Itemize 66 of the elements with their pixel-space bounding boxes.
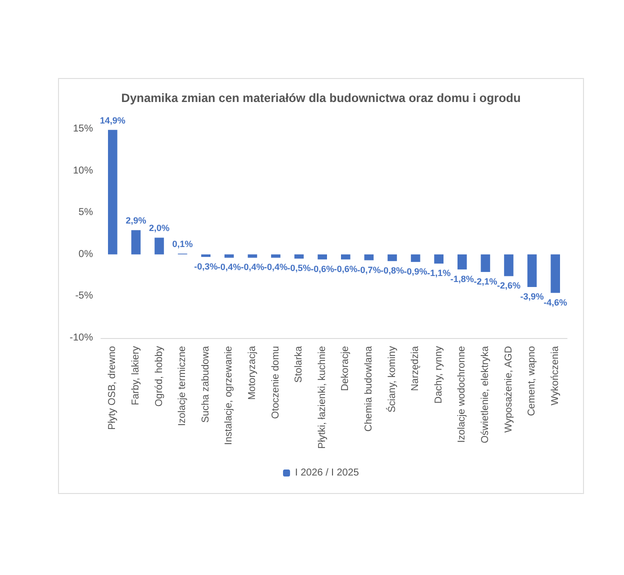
chart-title: Dynamika zmian cen materiałów dla budownictwa oraz domu i ogrodu <box>121 91 521 105</box>
data-label: -0,9% <box>404 266 428 276</box>
x-tick-label: Narzędzia <box>410 346 422 392</box>
y-tick-label: 15% <box>72 124 94 134</box>
bar <box>131 230 141 254</box>
x-tick-label: Stolarka <box>294 346 305 383</box>
x-tick-label: Chemia budowlana <box>363 346 374 432</box>
data-label: 2,9% <box>126 216 146 226</box>
bar <box>271 254 280 258</box>
x-tick-label: Wykończenia <box>550 346 561 406</box>
bar <box>388 254 397 262</box>
bar <box>340 254 350 260</box>
x-tick-label: Sucha zabudowa <box>200 346 212 423</box>
data-label: 0,1% <box>172 239 193 250</box>
y-tick-label: -5% <box>75 290 94 302</box>
bar <box>550 254 560 293</box>
bar <box>457 254 467 270</box>
data-label: -1,1% <box>427 268 451 278</box>
data-label: -2,1% <box>474 276 498 286</box>
data-label: -2,6% <box>496 280 521 291</box>
data-label: -0,7% <box>357 264 381 275</box>
bar <box>201 254 211 257</box>
bar <box>410 254 420 262</box>
data-label: -4,6% <box>544 297 568 308</box>
data-label: -0,5% <box>287 263 311 274</box>
x-tick-label: Dachy, rynny <box>433 346 444 404</box>
data-label: -1,8% <box>450 274 474 284</box>
x-tick-label: Izolacje termiczne <box>177 346 188 426</box>
bar <box>224 254 234 258</box>
data-label: -3,9% <box>520 292 544 302</box>
y-tick-label: 10% <box>72 165 94 176</box>
bar <box>294 254 304 259</box>
legend-label: I 2026 / I 2025 <box>295 468 360 478</box>
x-tick-label: Wyposażenie, AGD <box>503 346 514 433</box>
data-label: -0,6% <box>334 264 358 274</box>
data-label: -0,4% <box>240 262 264 272</box>
bar <box>318 254 328 260</box>
data-label: 2,0% <box>148 223 170 234</box>
y-tick-label: 5% <box>78 207 94 218</box>
bar <box>480 254 490 272</box>
bar <box>154 238 164 254</box>
x-tick-label: Motoryzacja <box>246 346 258 400</box>
data-label: 14,9% <box>100 115 126 126</box>
data-label: -0,4% <box>217 262 241 272</box>
y-tick-label: 0% <box>78 248 94 260</box>
bar <box>434 254 444 264</box>
bar <box>108 130 118 254</box>
x-tick-label: Otoczenie domu <box>270 346 282 419</box>
data-label: -0,8% <box>380 266 404 276</box>
x-tick-label: Cement, wapno <box>526 346 538 416</box>
x-tick-label: Izolacje wodochronne <box>456 346 468 443</box>
data-label: -0,4% <box>264 262 288 272</box>
bar <box>527 254 537 288</box>
x-tick-label: Płyty OSB, drewno <box>107 346 118 430</box>
x-tick-label: Ogród, hobby <box>154 346 165 407</box>
x-tick-label: Oświetlenie, elektryka <box>480 346 491 444</box>
x-tick-label: Dekoracje <box>340 346 352 392</box>
x-tick-label: Płytki, łazienki, kuchnie <box>316 346 328 449</box>
bar <box>504 254 514 276</box>
bar <box>364 254 374 260</box>
x-tick-label: Farby, lakiery <box>130 346 142 406</box>
y-tick-label: -10% <box>70 332 94 344</box>
data-label: -0,3% <box>194 261 218 272</box>
data-label: -0,6% <box>310 264 334 274</box>
x-tick-label: Ściany, kominy <box>386 346 398 413</box>
x-tick-label: Instalacje, ogrzewanie <box>224 346 235 445</box>
